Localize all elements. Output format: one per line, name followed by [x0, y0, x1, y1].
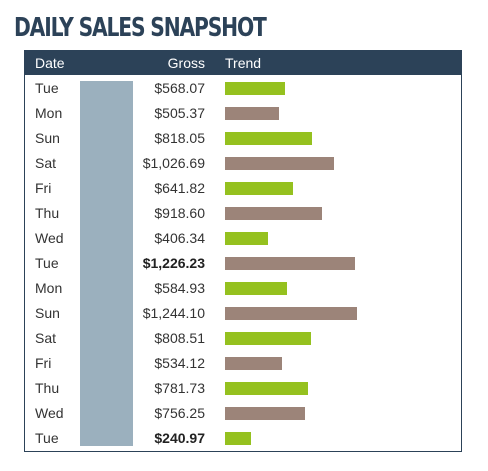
- row-date: Tue: [35, 430, 59, 446]
- trend-bar: [225, 107, 279, 120]
- table-row: Tue $1,226.23: [25, 251, 461, 276]
- row-gross: $240.97: [154, 430, 205, 446]
- row-gross: $641.82: [154, 180, 205, 196]
- row-date: Tue: [35, 80, 59, 96]
- row-date: Fri: [35, 180, 52, 196]
- table-row: Tue $568.07: [25, 76, 461, 101]
- table-row: Wed $756.25: [25, 401, 461, 426]
- row-gross: $808.51: [154, 330, 205, 346]
- row-date: Mon: [35, 105, 63, 121]
- column-header-date: Date: [35, 55, 65, 71]
- row-gross: $568.07: [154, 80, 205, 96]
- row-date: Sat: [35, 155, 57, 171]
- trend-bar: [225, 332, 311, 345]
- trend-bar: [225, 232, 268, 245]
- row-date: Wed: [35, 230, 64, 246]
- table-row: Fri $534.12: [25, 351, 461, 376]
- row-date: Thu: [35, 380, 60, 396]
- column-header-gross: Gross: [167, 55, 205, 71]
- table-row: Sun $818.05: [25, 126, 461, 151]
- row-gross: $406.34: [154, 230, 205, 246]
- row-gross: $756.25: [154, 405, 205, 421]
- row-date: Wed: [35, 405, 64, 421]
- table-row: Sat $1,026.69: [25, 151, 461, 176]
- sales-table: Date Gross Trend Tue $568.07 Mon $505.37 Sun…: [24, 50, 462, 452]
- trend-bar: [225, 432, 251, 445]
- row-date: Fri: [35, 355, 52, 371]
- row-gross: $781.73: [154, 380, 205, 396]
- trend-bar: [225, 257, 355, 270]
- table-row: Tue $240.97: [25, 426, 461, 451]
- row-gross: $584.93: [154, 280, 205, 296]
- table-row: Mon $505.37: [25, 101, 461, 126]
- column-header-trend: Trend: [225, 55, 262, 71]
- page-title: DAILY SALES SNAPSHOT: [14, 13, 267, 43]
- row-gross: $818.05: [154, 130, 205, 146]
- trend-bar: [225, 407, 305, 420]
- row-date: Sun: [35, 305, 60, 321]
- trend-bar: [225, 82, 285, 95]
- table-row: Fri $641.82: [25, 176, 461, 201]
- row-gross: $1,244.10: [142, 305, 205, 321]
- row-date: Tue: [35, 255, 59, 271]
- trend-bar: [225, 157, 334, 170]
- trend-bar: [225, 207, 322, 220]
- trend-bar: [225, 357, 282, 370]
- row-gross: $1,226.23: [142, 255, 205, 271]
- table-row: Sat $808.51: [25, 326, 461, 351]
- trend-bar: [225, 382, 308, 395]
- row-gross: $918.60: [154, 205, 205, 221]
- table-row: Wed $406.34: [25, 226, 461, 251]
- row-date: Sun: [35, 130, 60, 146]
- table-body: Tue $568.07 Mon $505.37 Sun $818.05 Sat $1,026.…: [25, 76, 461, 451]
- row-date: Mon: [35, 280, 63, 296]
- row-gross: $1,026.69: [142, 155, 205, 171]
- row-date: Thu: [35, 205, 60, 221]
- shaded-column: [80, 81, 133, 446]
- table-row: Sun $1,244.10: [25, 301, 461, 326]
- row-date: Sat: [35, 330, 57, 346]
- table-row: Thu $781.73: [25, 376, 461, 401]
- table-header: Date Gross Trend: [25, 51, 461, 75]
- table-row: Thu $918.60: [25, 201, 461, 226]
- table-row: Mon $584.93: [25, 276, 461, 301]
- row-gross: $534.12: [154, 355, 205, 371]
- trend-bar: [225, 307, 357, 320]
- trend-bar: [225, 182, 293, 195]
- trend-bar: [225, 132, 312, 145]
- trend-bar: [225, 282, 287, 295]
- row-gross: $505.37: [154, 105, 205, 121]
